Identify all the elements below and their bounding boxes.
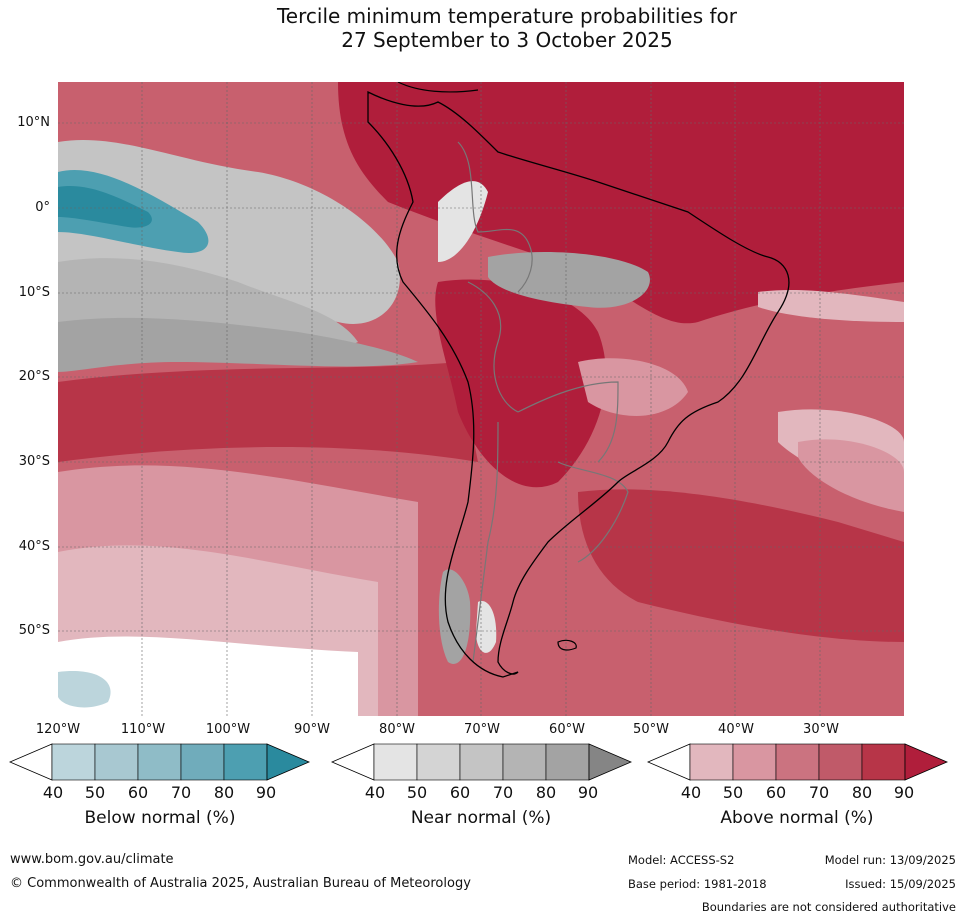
base-period-text: Base period: 1981-2018 [628,877,767,891]
near-swatch [416,743,461,781]
near-tick: 40 [364,783,386,802]
above-tick: 60 [765,783,787,802]
near-tick: 90 [577,783,599,802]
lat-label-0: 0° [35,200,50,215]
above-arrow-high [904,743,949,781]
below-tick: 90 [255,783,277,802]
region-below-90-pacific [58,186,152,228]
falklands-outline [557,639,577,651]
disclaimer-text: Boundaries are not considered authoritat… [701,900,956,914]
below-normal-colorbar [8,742,311,786]
below-swatch [180,743,225,781]
below-tick: 80 [213,783,235,802]
near-normal-colorbar [330,742,633,786]
below-colorbar-graphic [8,743,311,781]
above-swatch [861,743,906,781]
region-above-40-equatorial-atlantic [758,290,904,322]
lon-label-90w: 90°W [294,722,330,737]
lat-label-20s: 20°S [18,369,50,384]
near-colorbar-title: Near normal (%) [410,808,552,828]
region-near-80-patagonia [438,569,471,664]
below-arrow-low [8,743,53,781]
lon-label-50w: 50°W [633,722,669,737]
model-run-text: Model run: 13/09/2025 [824,853,956,867]
region-near-50-colombia [438,181,488,262]
region-above-80-south-atlantic [578,489,904,642]
above-swatch [732,743,777,781]
lon-label-110w: 110°W [120,722,166,737]
near-swatch [373,743,418,781]
lon-label-70w: 70°W [464,722,500,737]
below-swatch [137,743,182,781]
below-tick: 50 [84,783,106,802]
region-near-80-pacific [58,317,418,372]
near-colorbar-swatches [330,743,633,781]
lat-label-50s: 50°S [18,623,50,638]
region-below-southwest [58,671,111,708]
probability-map [58,82,904,716]
lon-label-120w: 120°W [35,722,81,737]
below-colorbar-title: Below normal (%) [84,808,236,828]
above-arrow-low [646,743,691,781]
near-tick: 70 [492,783,514,802]
above-colorbar-title: Above normal (%) [720,808,874,828]
below-tick: 60 [127,783,149,802]
above-tick: 70 [808,783,830,802]
lat-label-40s: 40°S [18,539,50,554]
near-swatch [502,743,547,781]
below-tick: 40 [42,783,64,802]
near-tick: 60 [449,783,471,802]
near-swatch [545,743,590,781]
above-swatch [775,743,820,781]
below-colorbar-swatches [8,743,311,781]
country-borders [457,141,629,663]
below-tick: 70 [170,783,192,802]
above-tick: 90 [893,783,915,802]
lon-label-80w: 80°W [379,722,415,737]
map-canvas [58,82,904,716]
region-above-90-andes [435,279,606,488]
title-line-1: Tercile minimum temperature probabilitie… [276,4,738,28]
model-text: Model: ACCESS-S2 [628,853,735,867]
lon-label-30w: 30°W [803,722,839,737]
below-swatch [223,743,268,781]
caribbean-coastline [397,82,479,93]
website-link[interactable]: www.bom.gov.au/climate [10,852,174,867]
below-swatch [94,743,139,781]
region-near-80-amazon [488,252,650,308]
region-above-90-north [338,82,904,324]
copyright-text: © Commonwealth of Australia 2025, Austra… [10,876,471,891]
region-above-50-brazil [578,358,688,416]
above-swatch [818,743,863,781]
lon-label-40w: 40°W [718,722,754,737]
near-arrow-high [588,743,633,781]
near-tick: 80 [535,783,557,802]
region-white-southwest [58,636,358,716]
near-swatch [459,743,504,781]
above-tick: 50 [722,783,744,802]
region-above-80-central-pacific [58,362,478,462]
graticule [58,82,904,716]
lon-label-60w: 60°W [549,722,585,737]
below-arrow-high [266,743,311,781]
above-normal-colorbar [646,742,949,786]
lat-label-10s: 10°S [18,285,50,300]
above-colorbar-swatches [646,743,949,781]
lat-label-30s: 30°S [18,454,50,469]
above-tick: 80 [851,783,873,802]
map-title: Tercile minimum temperature probabilitie… [0,4,965,52]
near-tick: 50 [406,783,428,802]
above-colorbar-graphic [646,743,949,781]
issued-text: Issued: 15/09/2025 [845,877,956,891]
south-america-coastline [367,90,790,678]
above-swatch [689,743,734,781]
near-arrow-low [330,743,375,781]
lat-label-10n: 10°N [17,115,50,130]
lon-label-100w: 100°W [205,722,251,737]
region-above-50-atlantic [798,439,904,512]
below-swatch [51,743,96,781]
near-colorbar-graphic [330,743,633,781]
title-line-2: 27 September to 3 October 2025 [341,28,673,52]
above-tick: 40 [680,783,702,802]
